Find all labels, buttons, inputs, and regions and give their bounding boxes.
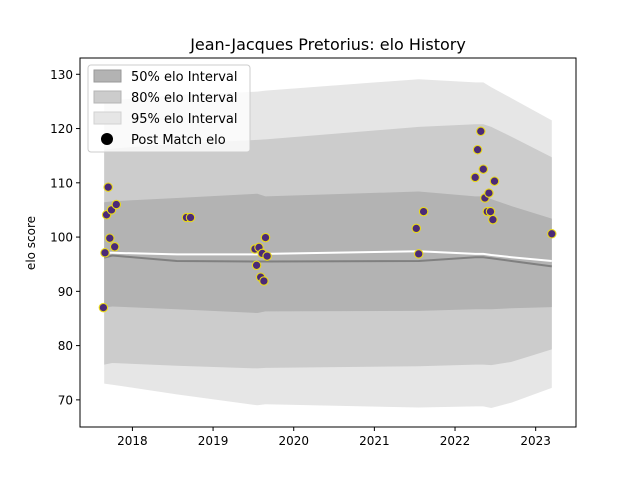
chart-title: Jean-Jacques Pretorius: elo History xyxy=(189,35,466,54)
post-match-elo-point-28 xyxy=(484,188,494,198)
y-axis-label: elo score xyxy=(24,216,38,270)
x-tick-label-2023: 2023 xyxy=(520,434,551,448)
legend-marker-post-match xyxy=(101,133,113,145)
post-match-elo-point-10 xyxy=(185,212,196,223)
x-tick-label-2019: 2019 xyxy=(198,434,229,448)
axes-frame xyxy=(79,57,577,428)
x-tick-label-2021: 2021 xyxy=(359,434,390,448)
post-match-elo-point-31 xyxy=(489,176,500,186)
post-match-elo-point-16 xyxy=(259,276,269,286)
post-match-elo-point-24 xyxy=(476,126,486,137)
x-tick-label-2018: 2018 xyxy=(117,434,148,448)
post-match-elo-point-25 xyxy=(478,164,489,174)
post-match-elo-point-32 xyxy=(547,229,557,239)
x-tick-label-2020: 2020 xyxy=(278,434,309,448)
y-tick-label-80: 80 xyxy=(58,339,73,353)
y-tick-label-90: 90 xyxy=(58,285,73,299)
legend: 50% elo Interval 80% elo Interval 95% el… xyxy=(87,64,251,153)
legend-label-50: 50% elo Interval xyxy=(131,70,238,85)
legend-swatch-50 xyxy=(93,69,122,83)
legend-label-post-match: Post Match elo xyxy=(131,133,226,148)
post-match-elo-point-20 xyxy=(413,249,424,259)
median-elo-line xyxy=(103,254,552,268)
x-tick-label-2022: 2022 xyxy=(440,434,471,448)
post-match-elo-point-7 xyxy=(109,242,120,252)
plot-area xyxy=(98,79,557,408)
post-match-elo-point-8 xyxy=(111,199,122,210)
legend-label-95: 95% elo Interval xyxy=(131,112,238,127)
y-tick-label-70: 70 xyxy=(58,393,73,407)
post-match-elo-point-5 xyxy=(105,233,115,243)
post-match-elo-point-30 xyxy=(488,214,498,225)
post-match-elo-point-17 xyxy=(260,232,271,243)
post-match-elo-point-21 xyxy=(418,206,429,217)
y-tick-label-100: 100 xyxy=(50,231,73,245)
y-tick-label-110: 110 xyxy=(50,176,73,190)
post-match-elo-point-22 xyxy=(470,172,480,183)
post-match-elo-point-1 xyxy=(98,302,109,313)
legend-swatch-95 xyxy=(93,111,122,125)
post-match-elo-point-19 xyxy=(411,223,422,234)
legend-frame xyxy=(87,64,251,153)
post-match-elo-point-23 xyxy=(472,144,483,155)
y-tick-label-120: 120 xyxy=(50,122,73,136)
post-match-elo-point-29 xyxy=(485,206,496,217)
post-match-elo-point-12 xyxy=(251,260,262,271)
legend-swatch-80 xyxy=(93,90,122,104)
legend-label-80: 80% elo Interval xyxy=(131,91,238,106)
y-tick-label-130: 130 xyxy=(50,68,73,82)
axes: 2018 2019 2020 2021 2022 2023 70 80 90 100 110 120 1… xyxy=(50,57,577,448)
post-match-elo-point-18 xyxy=(262,251,272,261)
post-match-elo-point-2 xyxy=(100,248,110,258)
post-match-elo-point-4 xyxy=(103,182,113,192)
